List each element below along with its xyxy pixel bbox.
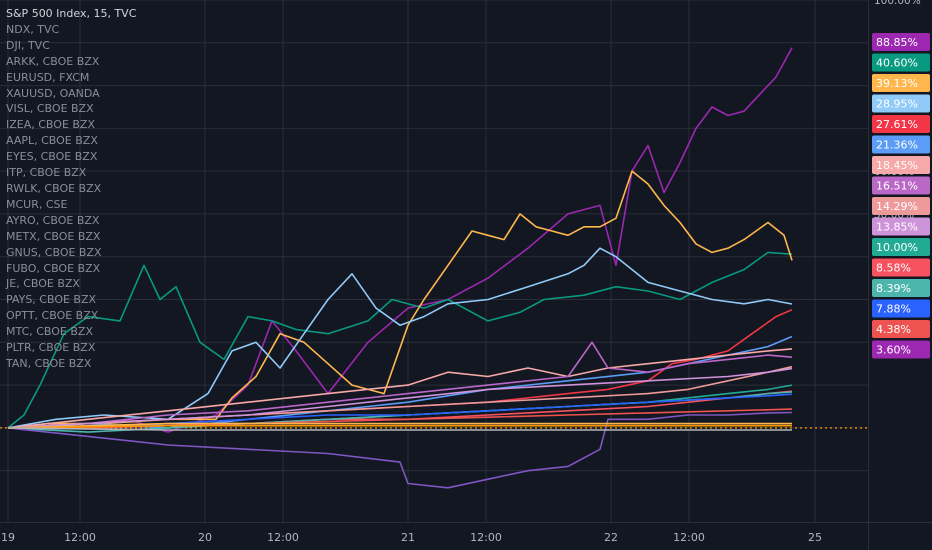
- x-tick-label: 19: [1, 531, 15, 544]
- legend-item[interactable]: AYRO, CBOE BZX: [6, 213, 100, 227]
- series-line[interactable]: [7, 424, 792, 429]
- y-tick-label: 100.00%: [874, 0, 921, 7]
- x-tick-label: 12:00: [673, 531, 705, 544]
- legend-item[interactable]: GNUS, CBOE BZX: [6, 245, 102, 259]
- x-tick-label: 12:00: [470, 531, 502, 544]
- price-label-box: [872, 115, 930, 133]
- x-tick-label: 21: [401, 531, 415, 544]
- price-label-box: [872, 340, 930, 359]
- price-label-box: [872, 156, 930, 174]
- legend: S&P 500 Index, 15, TVC NDX, TVC DJI, TVC A…: [6, 6, 136, 372]
- price-label: 39.13%: [876, 77, 918, 90]
- price-label-box: [872, 279, 930, 297]
- price-label-box: [872, 74, 930, 92]
- legend-item[interactable]: ITP, CBOE BZX: [6, 166, 87, 180]
- price-label-box: [872, 197, 930, 215]
- legend-compare-list: NDX, TVC DJI, TVC ARKK, CBOE BZX EURUSD, FX…: [6, 22, 136, 372]
- x-tick-label: 22: [604, 531, 618, 544]
- series-line[interactable]: [7, 427, 792, 431]
- price-label: 14.29%: [876, 200, 918, 213]
- price-label-box: [872, 33, 930, 51]
- series-line[interactable]: [7, 422, 792, 429]
- legend-item[interactable]: ARKK, CBOE BZX: [6, 54, 100, 68]
- price-label-box: [872, 320, 930, 338]
- legend-item[interactable]: OPTT, CBOE BZX: [6, 309, 99, 323]
- legend-item[interactable]: METX, CBOE BZX: [6, 229, 101, 243]
- x-tick-label: 25: [808, 531, 822, 544]
- series-line[interactable]: [7, 411, 793, 489]
- legend-item[interactable]: DJI, TVC: [6, 38, 50, 52]
- price-label: 28.95%: [876, 98, 918, 111]
- legend-item[interactable]: EYES, CBOE BZX: [6, 150, 98, 164]
- price-label: 8.58%: [876, 262, 911, 275]
- legend-item[interactable]: PAYS, CBOE BZX: [6, 293, 97, 307]
- legend-item[interactable]: RWLK, CBOE BZX: [6, 181, 102, 195]
- price-label: 88.85%: [876, 36, 918, 49]
- legend-item[interactable]: NDX, TVC: [6, 22, 60, 36]
- price-label-box: [872, 176, 930, 195]
- series-line[interactable]: [7, 247, 793, 429]
- series-line[interactable]: [7, 367, 793, 429]
- price-label-box: [872, 135, 930, 154]
- legend-item[interactable]: MCUR, CSE: [6, 197, 68, 211]
- legend-item[interactable]: IZEA, CBOE BZX: [6, 118, 96, 132]
- price-label-box: [872, 53, 930, 72]
- series-line[interactable]: [7, 251, 793, 429]
- legend-item[interactable]: FUBO, CBOE BZX: [6, 261, 101, 275]
- price-label-box: [872, 94, 930, 113]
- price-label: 16.51%: [876, 180, 918, 193]
- price-label: 18.45%: [876, 159, 918, 172]
- legend-item[interactable]: AAPL, CBOE BZX: [6, 134, 98, 148]
- x-tick-label: 12:00: [64, 531, 96, 544]
- series-line[interactable]: [7, 348, 793, 429]
- legend-item[interactable]: EURUSD, FXCM: [6, 70, 90, 84]
- price-label: 8.39%: [876, 282, 911, 295]
- price-label: 10.00%: [876, 241, 918, 254]
- legend-item[interactable]: MTC, CBOE BZX: [6, 325, 93, 339]
- price-label: 7.88%: [876, 303, 911, 316]
- price-label: 40.60%: [876, 57, 918, 70]
- series-line[interactable]: [7, 170, 793, 429]
- legend-item[interactable]: VISL, CBOE BZX: [6, 102, 94, 116]
- price-label-box: [872, 217, 930, 236]
- price-label-box: [872, 299, 930, 318]
- legend-item[interactable]: JE, CBOE BZX: [6, 277, 80, 291]
- price-label-box: [872, 238, 930, 256]
- legend-main-symbol[interactable]: S&P 500 Index, 15, TVC: [6, 7, 137, 20]
- legend-item[interactable]: XAUUSD, OANDA: [6, 86, 100, 100]
- price-label: 3.60%: [876, 344, 911, 357]
- series-line[interactable]: [7, 47, 793, 433]
- price-label: 27.61%: [876, 118, 918, 131]
- price-label: 4.38%: [876, 323, 911, 336]
- x-tick-label: 20: [198, 531, 212, 544]
- x-tick-label: 12:00: [267, 531, 299, 544]
- series-line[interactable]: [7, 341, 793, 429]
- price-label: 13.85%: [876, 221, 918, 234]
- price-label: 21.36%: [876, 139, 918, 152]
- price-label-box: [872, 258, 930, 277]
- legend-item[interactable]: PLTR, CBOE BZX: [6, 341, 96, 355]
- legend-item[interactable]: TAN, CBOE BZX: [6, 356, 92, 370]
